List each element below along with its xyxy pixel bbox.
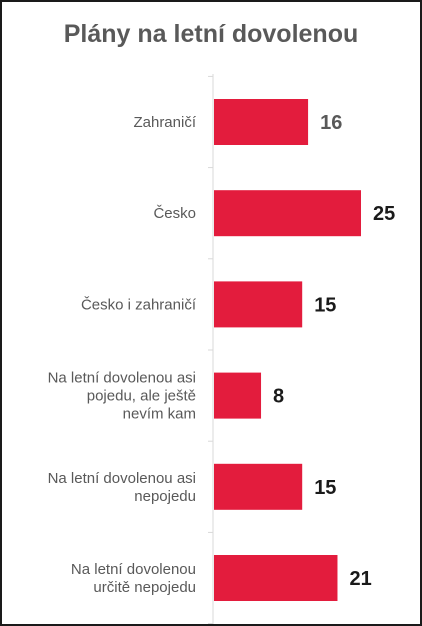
- value-label: 8: [273, 386, 284, 408]
- bar: [214, 190, 361, 237]
- value-label: 16: [320, 112, 342, 134]
- category-label: Česko i zahraničí: [81, 296, 197, 313]
- bar: [214, 463, 303, 510]
- chart-title: Plány na letní dovolenou: [63, 20, 359, 48]
- category-label: Na letní dovolenou asi nepojedu: [48, 470, 196, 505]
- category-label: Česko: [153, 205, 196, 222]
- value-label: 15: [314, 477, 336, 499]
- bar: [214, 99, 309, 145]
- bar: [214, 372, 262, 419]
- value-label: 15: [314, 294, 336, 316]
- bar: [214, 281, 303, 328]
- category-label: Zahraničí: [133, 114, 196, 131]
- bar: [214, 555, 338, 601]
- category-label: Na letní dovolenou asi pojedu, ale ještě n…: [48, 370, 196, 423]
- value-label: 21: [349, 568, 371, 590]
- value-label: 25: [373, 203, 395, 225]
- category-label: Na letní dovolenou určitě nepojedu: [71, 561, 196, 596]
